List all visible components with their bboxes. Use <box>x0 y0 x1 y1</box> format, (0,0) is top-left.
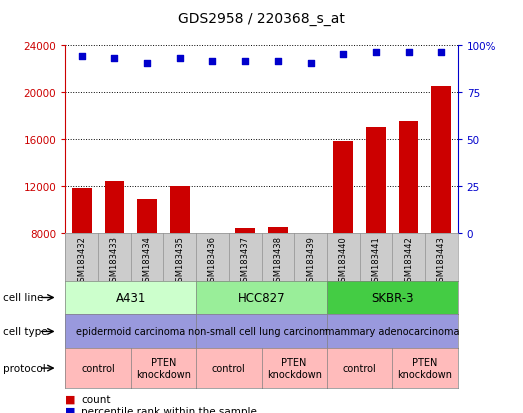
Text: count: count <box>81 394 110 404</box>
Text: PTEN
knockdown: PTEN knockdown <box>136 357 191 379</box>
Point <box>143 61 151 67</box>
Text: control: control <box>81 363 115 373</box>
Text: GSM183435: GSM183435 <box>175 236 184 287</box>
Point <box>339 52 347 58</box>
Text: GSM183434: GSM183434 <box>143 236 152 287</box>
Point <box>241 59 249 66</box>
Text: GDS2958 / 220368_s_at: GDS2958 / 220368_s_at <box>178 12 345 26</box>
Text: epidermoid carcinoma: epidermoid carcinoma <box>76 327 185 337</box>
Text: ■: ■ <box>65 406 76 413</box>
Text: PTEN
knockdown: PTEN knockdown <box>267 357 322 379</box>
Text: mammary adenocarcinoma: mammary adenocarcinoma <box>325 327 460 337</box>
Text: GSM183439: GSM183439 <box>306 236 315 287</box>
Point <box>437 50 446 56</box>
Point <box>77 53 86 60</box>
Text: A431: A431 <box>116 291 146 304</box>
Text: percentile rank within the sample: percentile rank within the sample <box>81 406 257 413</box>
Bar <box>137 199 157 233</box>
Text: cell line: cell line <box>3 293 43 303</box>
Bar <box>334 142 353 233</box>
Text: non-small cell lung carcinoma: non-small cell lung carcinoma <box>188 327 335 337</box>
Text: control: control <box>343 363 377 373</box>
Point <box>176 55 184 62</box>
Text: GSM183443: GSM183443 <box>437 236 446 287</box>
Text: GSM183432: GSM183432 <box>77 236 86 287</box>
Point <box>306 61 315 67</box>
Text: control: control <box>212 363 246 373</box>
Text: protocol: protocol <box>3 363 46 373</box>
Bar <box>170 186 190 233</box>
Bar <box>431 87 451 233</box>
Text: GSM183436: GSM183436 <box>208 236 217 287</box>
Bar <box>268 228 288 233</box>
Bar <box>399 122 418 233</box>
Text: SKBR-3: SKBR-3 <box>371 291 414 304</box>
Text: PTEN
knockdown: PTEN knockdown <box>397 357 452 379</box>
Bar <box>72 189 92 233</box>
Point <box>372 50 380 56</box>
Text: GSM183433: GSM183433 <box>110 236 119 287</box>
Text: HCC827: HCC827 <box>237 291 286 304</box>
Text: GSM183442: GSM183442 <box>404 236 413 286</box>
Point <box>208 59 217 66</box>
Text: cell type: cell type <box>3 327 47 337</box>
Point <box>404 50 413 56</box>
Text: GSM183437: GSM183437 <box>241 236 249 287</box>
Point <box>110 55 119 62</box>
Bar <box>366 128 385 233</box>
Text: GSM183438: GSM183438 <box>274 236 282 287</box>
Bar <box>105 182 124 233</box>
Text: GSM183441: GSM183441 <box>371 236 380 286</box>
Bar <box>235 229 255 233</box>
Point <box>274 59 282 66</box>
Text: GSM183440: GSM183440 <box>339 236 348 286</box>
Text: ■: ■ <box>65 394 76 404</box>
